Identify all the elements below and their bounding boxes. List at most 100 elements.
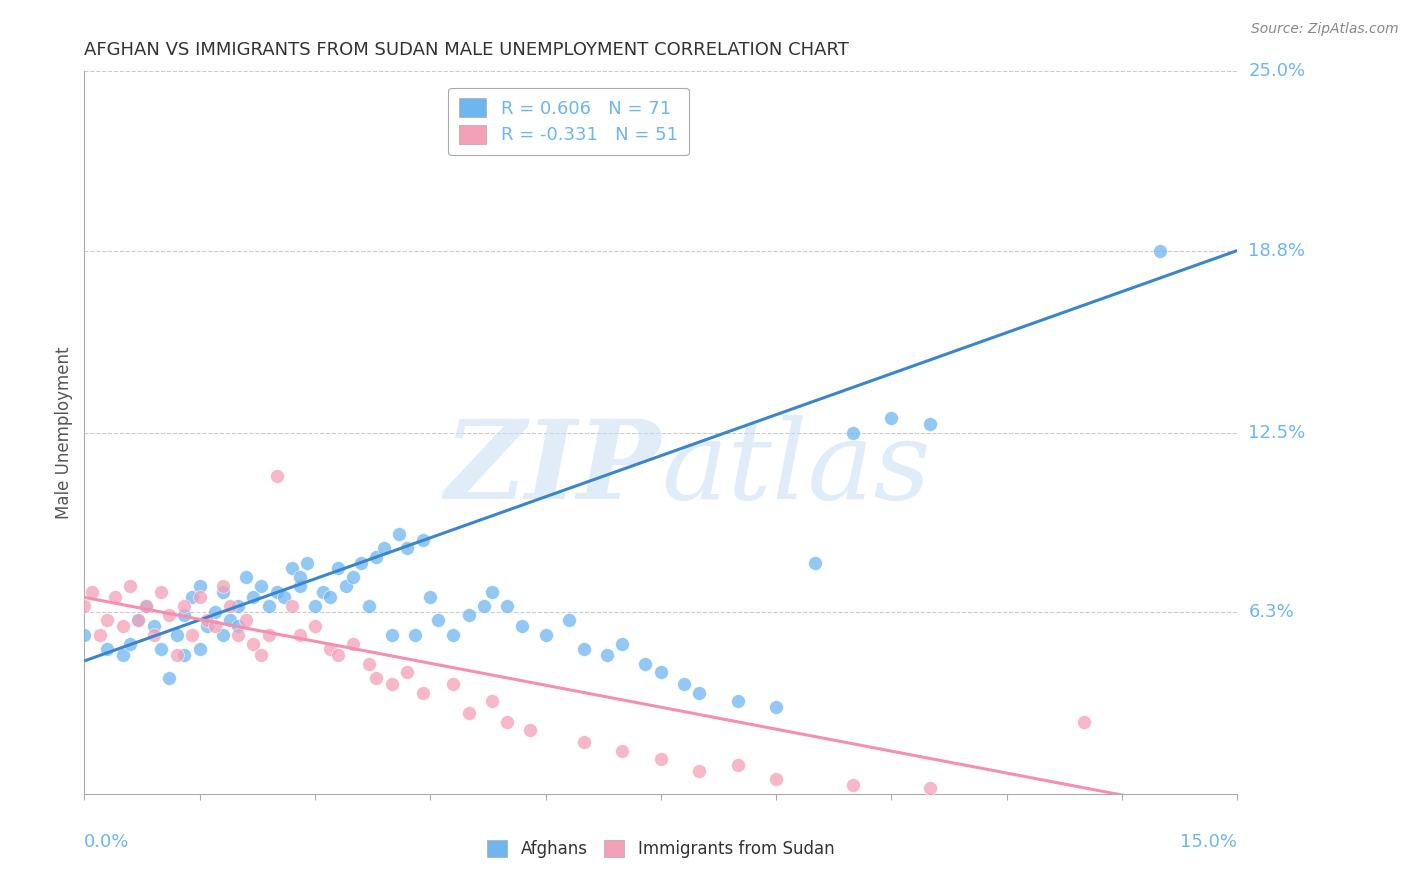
Point — [880, 411, 903, 425]
Point — [235, 614, 257, 628]
Point — [311, 584, 333, 599]
Point — [557, 614, 579, 628]
Point — [188, 642, 211, 657]
Point — [457, 607, 479, 622]
Point — [173, 599, 195, 613]
Point — [181, 591, 204, 605]
Point — [472, 599, 495, 613]
Point — [1149, 244, 1171, 258]
Point — [288, 628, 311, 642]
Point — [512, 619, 534, 633]
Point — [419, 591, 441, 605]
Text: 18.8%: 18.8% — [1249, 242, 1305, 260]
Point — [426, 614, 449, 628]
Text: 0.0%: 0.0% — [84, 833, 129, 851]
Point — [335, 579, 357, 593]
Point — [226, 628, 249, 642]
Point — [496, 714, 519, 729]
Point — [634, 657, 657, 671]
Point — [195, 619, 218, 633]
Point — [226, 599, 249, 613]
Point — [120, 637, 142, 651]
Point — [142, 619, 165, 633]
Point — [273, 591, 295, 605]
Point — [166, 628, 188, 642]
Point — [672, 677, 695, 691]
Point — [412, 686, 434, 700]
Point — [188, 591, 211, 605]
Point — [219, 614, 242, 628]
Point — [842, 778, 865, 792]
Point — [350, 556, 373, 570]
Point — [173, 607, 195, 622]
Point — [650, 665, 672, 680]
Point — [219, 599, 242, 613]
Text: 12.5%: 12.5% — [1249, 424, 1306, 442]
Point — [297, 556, 319, 570]
Point — [96, 642, 118, 657]
Point — [612, 637, 634, 651]
Point — [242, 637, 264, 651]
Point — [572, 642, 595, 657]
Point — [441, 677, 464, 691]
Point — [127, 614, 149, 628]
Point — [534, 628, 557, 642]
Point — [127, 614, 149, 628]
Point — [918, 417, 941, 431]
Point — [211, 579, 233, 593]
Point — [496, 599, 519, 613]
Point — [73, 628, 96, 642]
Legend: Afghans, Immigrants from Sudan: Afghans, Immigrants from Sudan — [481, 833, 841, 865]
Point — [150, 642, 173, 657]
Point — [135, 599, 157, 613]
Point — [142, 628, 165, 642]
Point — [89, 628, 111, 642]
Point — [342, 570, 364, 584]
Text: ZIP: ZIP — [444, 415, 661, 523]
Point — [188, 579, 211, 593]
Point — [173, 648, 195, 662]
Point — [412, 533, 434, 547]
Point — [211, 584, 233, 599]
Point — [111, 619, 134, 633]
Point — [288, 570, 311, 584]
Point — [765, 700, 787, 714]
Text: 15.0%: 15.0% — [1180, 833, 1237, 851]
Point — [357, 657, 380, 671]
Point — [195, 614, 218, 628]
Point — [73, 599, 96, 613]
Point — [157, 607, 180, 622]
Point — [357, 599, 380, 613]
Point — [250, 579, 273, 593]
Point — [257, 628, 280, 642]
Point — [266, 469, 288, 483]
Point — [242, 591, 264, 605]
Point — [1073, 714, 1095, 729]
Point — [688, 686, 710, 700]
Point — [326, 561, 349, 575]
Point — [366, 549, 388, 564]
Text: 6.3%: 6.3% — [1249, 603, 1294, 621]
Point — [204, 619, 226, 633]
Point — [688, 764, 710, 778]
Point — [326, 648, 349, 662]
Point — [612, 743, 634, 757]
Point — [235, 570, 257, 584]
Point — [481, 694, 503, 708]
Point — [803, 556, 825, 570]
Point — [441, 628, 464, 642]
Point — [104, 591, 127, 605]
Point — [572, 735, 595, 749]
Point — [918, 781, 941, 796]
Point — [250, 648, 273, 662]
Point — [266, 584, 288, 599]
Point — [257, 599, 280, 613]
Point — [404, 628, 426, 642]
Point — [157, 671, 180, 685]
Point — [135, 599, 157, 613]
Point — [288, 579, 311, 593]
Text: Source: ZipAtlas.com: Source: ZipAtlas.com — [1251, 22, 1399, 37]
Point — [319, 642, 342, 657]
Text: atlas: atlas — [661, 415, 931, 523]
Point — [319, 591, 342, 605]
